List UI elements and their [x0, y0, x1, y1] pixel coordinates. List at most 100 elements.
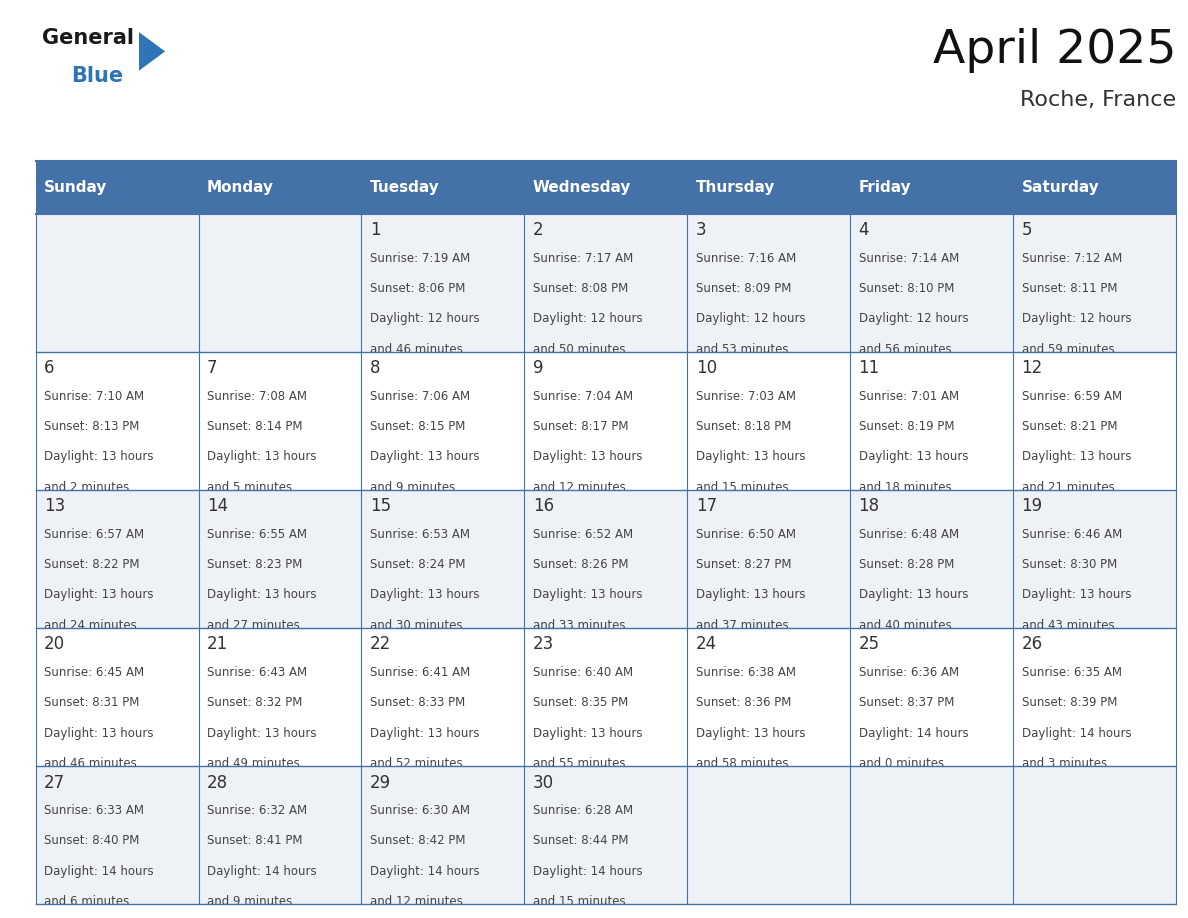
Text: 30: 30	[532, 774, 554, 791]
Text: Saturday: Saturday	[1022, 180, 1099, 195]
Text: 21: 21	[207, 635, 228, 654]
Text: 14: 14	[207, 498, 228, 515]
Bar	[198, 161, 361, 214]
Text: Sunrise: 6:55 AM: Sunrise: 6:55 AM	[207, 528, 307, 541]
Text: Sunset: 8:11 PM: Sunset: 8:11 PM	[1022, 282, 1117, 295]
Text: 26: 26	[1022, 635, 1043, 654]
Text: and 40 minutes.: and 40 minutes.	[859, 619, 955, 632]
Text: Sunrise: 7:06 AM: Sunrise: 7:06 AM	[369, 389, 470, 403]
Text: Daylight: 13 hours: Daylight: 13 hours	[696, 588, 805, 601]
Text: Daylight: 14 hours: Daylight: 14 hours	[859, 726, 968, 740]
Text: Sunrise: 6:53 AM: Sunrise: 6:53 AM	[369, 528, 469, 541]
Text: and 15 minutes.: and 15 minutes.	[532, 895, 630, 908]
Text: and 5 minutes.: and 5 minutes.	[207, 481, 296, 494]
Text: 27: 27	[44, 774, 65, 791]
Text: 4: 4	[859, 221, 870, 240]
Text: Sunrise: 7:12 AM: Sunrise: 7:12 AM	[1022, 252, 1121, 264]
Text: Daylight: 13 hours: Daylight: 13 hours	[1022, 588, 1131, 601]
Text: and 52 minutes.: and 52 minutes.	[369, 757, 466, 770]
Text: Sunrise: 6:33 AM: Sunrise: 6:33 AM	[44, 804, 144, 817]
Text: Sunset: 8:10 PM: Sunset: 8:10 PM	[859, 282, 954, 295]
Text: Sunset: 8:37 PM: Sunset: 8:37 PM	[859, 696, 954, 710]
Text: and 9 minutes.: and 9 minutes.	[369, 481, 459, 494]
Text: Roche, France: Roche, France	[1020, 90, 1176, 110]
Text: Sunset: 8:32 PM: Sunset: 8:32 PM	[207, 696, 302, 710]
Text: Sunset: 8:39 PM: Sunset: 8:39 PM	[1022, 696, 1117, 710]
Text: and 49 minutes.: and 49 minutes.	[207, 757, 303, 770]
Text: Sunrise: 7:19 AM: Sunrise: 7:19 AM	[369, 252, 470, 264]
Text: and 12 minutes.: and 12 minutes.	[532, 481, 630, 494]
Text: Sunset: 8:19 PM: Sunset: 8:19 PM	[859, 420, 954, 433]
Text: Sunset: 8:33 PM: Sunset: 8:33 PM	[369, 696, 465, 710]
Text: Sunrise: 7:03 AM: Sunrise: 7:03 AM	[696, 389, 796, 403]
Text: and 59 minutes.: and 59 minutes.	[1022, 342, 1118, 356]
Text: 11: 11	[859, 359, 880, 377]
Text: 17: 17	[696, 498, 716, 515]
Text: Daylight: 13 hours: Daylight: 13 hours	[369, 588, 479, 601]
Text: Daylight: 13 hours: Daylight: 13 hours	[696, 451, 805, 464]
Text: Sunset: 8:26 PM: Sunset: 8:26 PM	[532, 558, 628, 571]
Text: Sunrise: 6:48 AM: Sunrise: 6:48 AM	[859, 528, 959, 541]
Text: 1: 1	[369, 221, 380, 240]
Text: and 55 minutes.: and 55 minutes.	[532, 757, 628, 770]
Text: 15: 15	[369, 498, 391, 515]
Text: Sunset: 8:42 PM: Sunset: 8:42 PM	[369, 834, 466, 847]
Text: Sunset: 8:27 PM: Sunset: 8:27 PM	[696, 558, 791, 571]
Text: Sunrise: 7:08 AM: Sunrise: 7:08 AM	[207, 389, 307, 403]
Text: 25: 25	[859, 635, 879, 654]
Text: Daylight: 13 hours: Daylight: 13 hours	[44, 588, 153, 601]
Text: and 9 minutes.: and 9 minutes.	[207, 895, 296, 908]
Text: Daylight: 14 hours: Daylight: 14 hours	[207, 865, 316, 878]
Text: Sunrise: 7:17 AM: Sunrise: 7:17 AM	[532, 252, 633, 264]
Text: 29: 29	[369, 774, 391, 791]
Text: April 2025: April 2025	[933, 28, 1176, 73]
Bar	[36, 352, 1176, 490]
Text: and 6 minutes.: and 6 minutes.	[44, 895, 133, 908]
Text: Sunrise: 6:36 AM: Sunrise: 6:36 AM	[859, 666, 959, 678]
Text: Sunrise: 6:59 AM: Sunrise: 6:59 AM	[1022, 389, 1121, 403]
Text: Sunset: 8:36 PM: Sunset: 8:36 PM	[696, 696, 791, 710]
Text: 19: 19	[1022, 498, 1043, 515]
Text: Sunset: 8:44 PM: Sunset: 8:44 PM	[532, 834, 628, 847]
Text: Daylight: 13 hours: Daylight: 13 hours	[532, 726, 643, 740]
Text: Daylight: 12 hours: Daylight: 12 hours	[696, 312, 805, 325]
Text: Daylight: 14 hours: Daylight: 14 hours	[532, 865, 643, 878]
Text: and 43 minutes.: and 43 minutes.	[1022, 619, 1118, 632]
Text: Sunrise: 6:41 AM: Sunrise: 6:41 AM	[369, 666, 470, 678]
Text: Sunrise: 6:32 AM: Sunrise: 6:32 AM	[207, 804, 307, 817]
Text: Daylight: 14 hours: Daylight: 14 hours	[1022, 726, 1131, 740]
Text: and 24 minutes.: and 24 minutes.	[44, 619, 140, 632]
Text: Daylight: 14 hours: Daylight: 14 hours	[369, 865, 480, 878]
Bar	[361, 161, 524, 214]
Text: Monday: Monday	[207, 180, 274, 195]
Text: and 15 minutes.: and 15 minutes.	[696, 481, 792, 494]
Text: Sunrise: 6:43 AM: Sunrise: 6:43 AM	[207, 666, 307, 678]
Text: and 37 minutes.: and 37 minutes.	[696, 619, 792, 632]
Text: Sunrise: 7:01 AM: Sunrise: 7:01 AM	[859, 389, 959, 403]
Text: Sunrise: 6:40 AM: Sunrise: 6:40 AM	[532, 666, 633, 678]
Text: 24: 24	[696, 635, 716, 654]
Text: Sunrise: 6:28 AM: Sunrise: 6:28 AM	[532, 804, 633, 817]
Bar	[524, 161, 688, 214]
Text: Sunset: 8:06 PM: Sunset: 8:06 PM	[369, 282, 466, 295]
Text: 10: 10	[696, 359, 716, 377]
Text: Sunrise: 6:35 AM: Sunrise: 6:35 AM	[1022, 666, 1121, 678]
Text: and 50 minutes.: and 50 minutes.	[532, 342, 628, 356]
Text: Daylight: 13 hours: Daylight: 13 hours	[532, 451, 643, 464]
Text: Daylight: 14 hours: Daylight: 14 hours	[44, 865, 153, 878]
Text: Daylight: 13 hours: Daylight: 13 hours	[369, 451, 479, 464]
Text: Daylight: 13 hours: Daylight: 13 hours	[532, 588, 643, 601]
Text: Sunrise: 6:46 AM: Sunrise: 6:46 AM	[1022, 528, 1121, 541]
Text: Daylight: 13 hours: Daylight: 13 hours	[44, 726, 153, 740]
Text: and 30 minutes.: and 30 minutes.	[369, 619, 466, 632]
Text: 6: 6	[44, 359, 55, 377]
Text: Daylight: 13 hours: Daylight: 13 hours	[44, 451, 153, 464]
Text: Daylight: 13 hours: Daylight: 13 hours	[369, 726, 479, 740]
Text: 23: 23	[532, 635, 554, 654]
Text: Daylight: 13 hours: Daylight: 13 hours	[207, 726, 316, 740]
Text: 12: 12	[1022, 359, 1043, 377]
Text: Sunset: 8:17 PM: Sunset: 8:17 PM	[532, 420, 628, 433]
Text: Sunset: 8:18 PM: Sunset: 8:18 PM	[696, 420, 791, 433]
Text: 28: 28	[207, 774, 228, 791]
Text: Sunset: 8:08 PM: Sunset: 8:08 PM	[532, 282, 628, 295]
